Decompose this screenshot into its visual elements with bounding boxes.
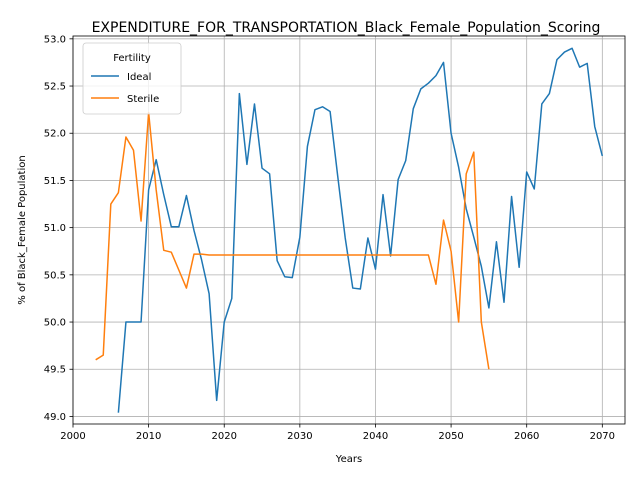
x-tick-label: 2020 (212, 431, 237, 442)
series-lines (95, 47, 604, 413)
x-axis-ticks: 2000 2010 2020 2030 2040 2050 2060 2070 (60, 424, 615, 442)
x-axis-label: Years (335, 454, 362, 465)
legend: Fertility Ideal Sterile (82, 42, 182, 115)
y-axis-label: % of Black_Female Population (17, 155, 28, 304)
x-tick-label: 2040 (363, 431, 388, 442)
x-tick-label: 2010 (136, 431, 161, 442)
plot-frame (72, 35, 626, 425)
gridlines (72, 36, 625, 424)
legend-label-ideal: Ideal (127, 72, 151, 83)
x-tick-label: 2070 (590, 431, 615, 442)
y-axis-ticks: 49.0 49.5 50.0 50.5 51.0 51.5 52.0 52.5 53.0 (44, 34, 73, 423)
y-tick-label: 51.5 (44, 176, 66, 187)
x-tick-label: 2000 (60, 431, 85, 442)
x-tick-label: 2060 (514, 431, 539, 442)
legend-label-sterile: Sterile (127, 94, 159, 105)
y-tick-label: 52.0 (44, 129, 66, 140)
chart-title: EXPENDITURE_FOR_TRANSPORTATION_Black_Fem… (92, 20, 601, 36)
series-line-ideal (117, 47, 604, 413)
y-tick-label: 49.0 (44, 412, 66, 423)
legend-title: Fertility (113, 53, 151, 64)
y-tick-label: 51.0 (44, 223, 66, 234)
y-tick-label: 50.0 (44, 318, 66, 329)
y-tick-label: 50.5 (44, 270, 66, 281)
y-tick-label: 53.0 (44, 34, 66, 45)
legend-box (82, 42, 182, 115)
y-tick-label: 49.5 (44, 365, 66, 376)
series-line-sterile (95, 111, 490, 370)
x-tick-label: 2030 (287, 431, 312, 442)
y-tick-label: 52.5 (44, 82, 66, 93)
x-tick-label: 2050 (438, 431, 463, 442)
